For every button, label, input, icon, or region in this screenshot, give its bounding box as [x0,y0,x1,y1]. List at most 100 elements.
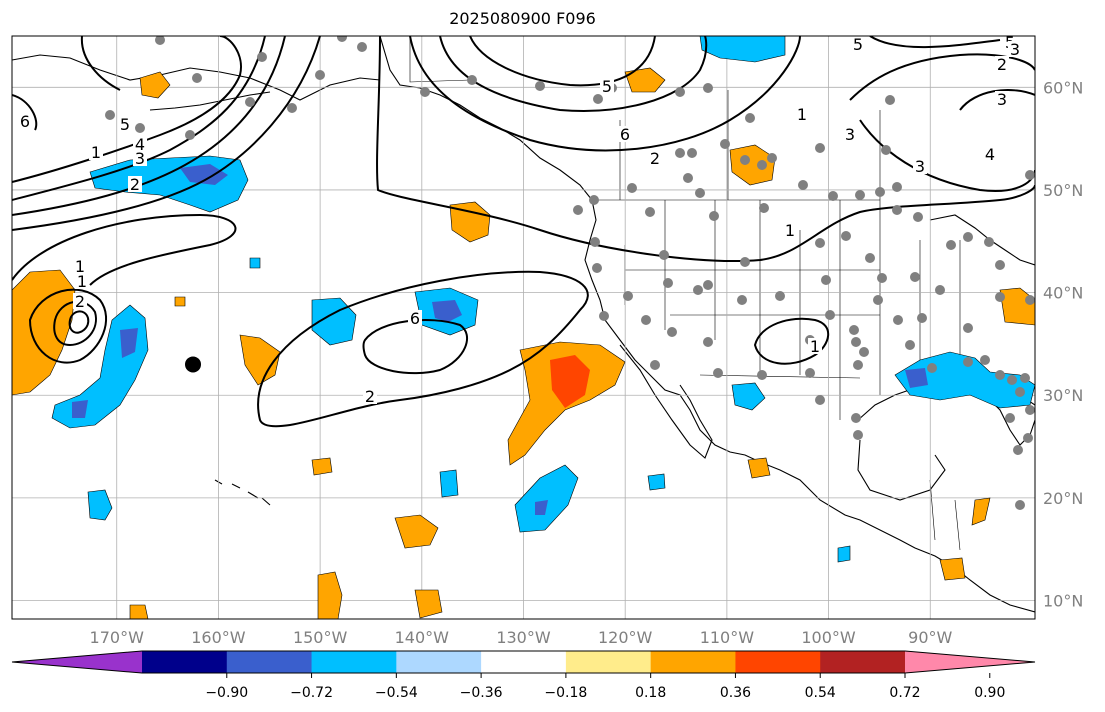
contour-label: 6 [20,112,30,131]
contour-label-bg [995,91,1009,107]
contour-label: 3 [915,157,925,176]
colorbar-segment [650,651,736,673]
colorbar-segment [396,651,482,673]
colorbar-tick-label: −0.90 [205,685,248,701]
contour-label-bg [648,150,662,166]
colorbar [11,650,1036,674]
contour-subtropical-ridge [257,270,589,428]
station-dot [589,195,599,205]
station-dot [917,313,927,323]
colorbar-tick-label: −0.18 [544,685,587,701]
station-dot [703,337,713,347]
station-dot [713,368,723,378]
station-dot [155,36,165,45]
contour-label: 1 [810,337,820,356]
station-dot [984,237,994,247]
lat-label: 20°N [1043,489,1083,508]
lon-label: 110°W [700,628,755,647]
station-dot [135,123,145,133]
station-dot [757,370,767,380]
station-dot [910,272,920,282]
station-dot [593,94,603,104]
location-marker [185,356,202,373]
station-dot [881,145,891,155]
colorbar-tick-label: −0.36 [460,685,503,701]
station-dot [740,155,750,165]
station-dot [599,311,609,321]
contour-label: 5 [602,77,612,96]
latitude-labels: 60°N 50°N 40°N 30°N 20°N 10°N [1043,78,1083,610]
station-dot [821,275,831,285]
station-dot [667,327,677,337]
contour-label: 4 [135,135,145,154]
contour-label-bg [18,113,32,129]
station-dot [815,238,825,248]
station-dot [1020,373,1030,383]
colorbar-segment [735,651,821,673]
station-dot [759,203,769,213]
station-dot [420,87,430,97]
station-dot [892,205,902,215]
contour-label: 5 [120,115,130,134]
station-dot [851,413,861,423]
contour-label-bg [128,176,142,192]
station-dot [663,278,673,288]
station-dot [192,73,202,83]
contour-label-bg [913,158,927,174]
lon-label: 170°W [90,628,145,647]
station-dot [245,97,255,107]
contour-label-bg [995,56,1009,72]
station-dot [645,207,655,217]
station-dot [659,250,669,260]
station-dot [946,240,956,250]
station-dot [913,212,923,222]
station-dot [995,260,1005,270]
contour-label: 3 [1010,40,1020,59]
contour-label-bg [600,78,614,94]
station-dot [963,232,973,242]
colorbar-segment [481,651,567,673]
station-dot [1023,433,1033,443]
contour-label: 3 [135,149,145,168]
station-dot [740,257,750,267]
contour-label-bg [983,146,997,162]
contour-label-bg [795,106,809,122]
station-dot [825,310,835,320]
station-dot [849,325,859,335]
contour-label: 6 [410,309,420,328]
lon-label: 140°W [395,628,450,647]
colorbar-segment [820,651,906,673]
colorbar-extend-high [905,651,1035,673]
colorbar-tick-label: 0.90 [974,685,1005,701]
station-dot [905,340,915,350]
contour-label-bg [73,258,87,274]
map-title: 2025080900 F096 [449,9,596,28]
colorbar-tick-labels: −0.90 −0.72 −0.54 −0.36 −0.18 0.18 0.36 0.54 0.7… [205,673,1005,701]
lat-label: 60°N [1043,78,1083,97]
contour-label: 1 [797,105,807,124]
station-dot [873,295,883,305]
station-dot [893,315,903,325]
contour-label-bg [851,36,865,52]
colorbar-segment [565,651,652,673]
lat-label: 50°N [1043,181,1083,200]
station-dot [963,323,973,333]
contour-label: 3 [845,125,855,144]
colorbar-tick-label: 0.54 [805,685,836,701]
station-dot [1013,445,1023,455]
station-dot [805,368,815,378]
station-dot [1007,375,1017,385]
station-dot [535,81,545,91]
station-dot [963,357,973,367]
station-dot [1025,295,1035,305]
lat-label: 30°N [1043,386,1083,405]
station-dot [1015,500,1025,510]
longitude-labels: 170°W 160°W 150°W 140°W 130°W 120°W 110°W 100°W… [90,628,953,647]
contour-label: 4 [985,145,995,164]
contour-label: 2 [650,149,660,168]
station-dot [257,52,267,62]
station-dot [592,263,602,273]
station-dot [855,190,865,200]
station-dot [767,153,777,163]
